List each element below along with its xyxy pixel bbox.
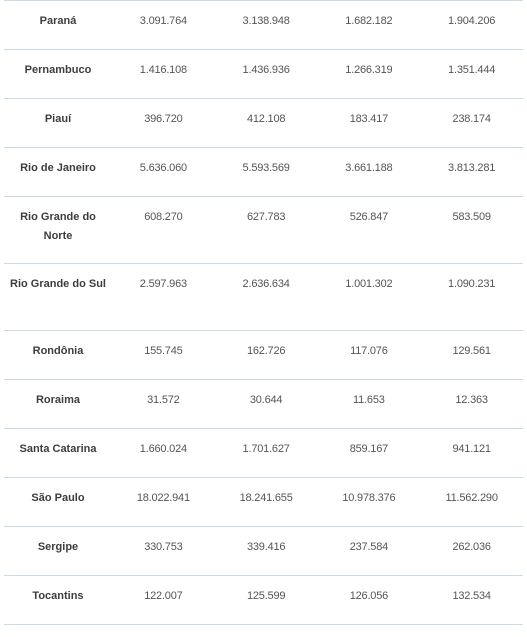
value-cell: 608.270 [144,211,183,223]
value-cell: 129.561 [452,345,491,357]
value-cell: 3.091.764 [139,15,187,27]
value-cell: 627.783 [246,211,286,223]
table-row: Rio Grande do Sul 2.597.963 2.636.634 1.… [4,264,523,331]
data-table: Paraná 3.091.764 3.138.948 1.682.182 1.9… [4,0,523,625]
state-cell: Roraima [35,394,81,406]
value-cell: 162.726 [246,345,286,357]
value-cell: 183.417 [349,113,389,125]
table-row: Pernambuco 1.416.108 1.436.936 1.266.319… [4,50,523,99]
value-cell: 238.174 [452,113,491,125]
value-cell: 5.593.569 [242,162,290,174]
value-cell: 3.138.948 [242,15,290,27]
table-row: Sergipe 330.753 339.416 237.584 262.036 [4,527,523,576]
state-cell: Pernambuco [24,64,92,76]
value-cell: 941.121 [452,443,491,455]
table-row: Roraima 31.572 30.644 11.653 12.363 [4,380,523,429]
state-cell: Sergipe [37,541,79,553]
table-row: Piauí 396.720 412.108 183.417 238.174 [4,99,523,148]
table-row: Tocantins 122.007 125.599 126.056 132.53… [4,576,523,625]
value-cell: 11.562.290 [445,492,498,504]
value-cell: 31.572 [147,394,180,406]
value-cell: 18.022.941 [136,492,190,504]
value-cell: 1.001.302 [345,278,393,290]
state-cell: Santa Catarina [19,443,97,455]
value-cell: 12.363 [455,394,488,406]
table-row: Paraná 3.091.764 3.138.948 1.682.182 1.9… [4,1,523,50]
value-cell: 1.266.319 [345,64,393,76]
table-row: São Paulo 18.022.941 18.241.655 10.978.3… [4,478,523,527]
value-cell: 262.036 [452,541,491,553]
state-cell: Paraná [39,15,77,27]
value-cell: 125.599 [246,590,286,602]
state-cell: Rio Grande do Sul [10,278,106,290]
table-row: Santa Catarina 1.660.024 1.701.627 859.1… [4,429,523,478]
state-cell: Rondônia [32,345,84,357]
value-cell: 339.416 [246,541,286,553]
value-cell: 583.509 [452,211,491,223]
table-row: Rio Grande do Norte 608.270 627.783 526.… [4,197,523,264]
value-cell: 126.056 [349,590,389,602]
state-cell: Rio Grande do Norte [20,211,96,242]
value-cell: 3.661.188 [345,162,393,174]
value-cell: 11.653 [353,394,385,406]
value-cell: 10.978.376 [342,492,396,504]
state-cell: Piauí [44,113,72,125]
value-cell: 859.167 [349,443,389,455]
value-cell: 526.847 [349,211,389,223]
table-row: Rondônia 155.745 162.726 117.076 129.561 [4,331,523,380]
value-cell: 1.904.206 [448,15,496,27]
value-cell: 2.597.963 [139,278,187,290]
value-cell: 1.701.627 [242,443,290,455]
value-cell: 1.660.024 [139,443,187,455]
value-cell: 237.584 [349,541,389,553]
value-cell: 1.436.936 [242,64,290,76]
state-cell: Rio de Janeiro [20,162,96,174]
table-row: Rio de Janeiro 5.636.060 5.593.569 3.661… [4,148,523,197]
value-cell: 155.745 [144,345,183,357]
value-cell: 412.108 [246,113,286,125]
value-cell: 117.076 [350,345,388,357]
value-cell: 122.007 [144,590,183,602]
state-cell: Tocantins [32,590,84,602]
value-cell: 1.682.182 [345,15,393,27]
value-cell: 2.636.634 [242,278,290,290]
value-cell: 3.813.281 [448,162,496,174]
state-cell: São Paulo [31,492,85,504]
value-cell: 1.351.444 [448,64,496,76]
value-cell: 330.753 [144,541,183,553]
value-cell: 1.090.231 [448,278,496,290]
value-cell: 18.241.655 [239,492,293,504]
value-cell: 30.644 [249,394,283,406]
value-cell: 132.534 [452,590,491,602]
value-cell: 396.720 [144,113,183,125]
value-cell: 1.416.108 [139,64,187,76]
value-cell: 5.636.060 [139,162,187,174]
